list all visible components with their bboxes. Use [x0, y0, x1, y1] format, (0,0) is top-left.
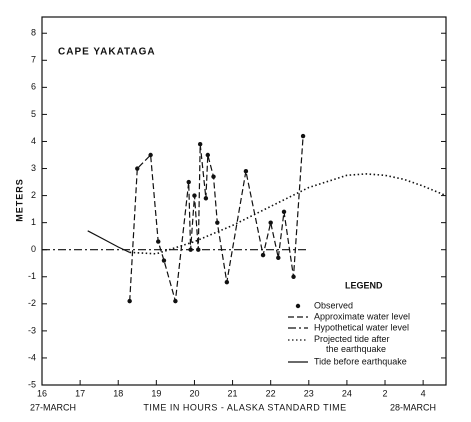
x-tick-label: 2: [383, 388, 388, 398]
legend-label: Hypothetical water level: [314, 322, 409, 332]
observed-point: [268, 220, 273, 225]
y-tick-label: -2: [28, 298, 36, 308]
y-axis-label: METERS: [14, 178, 24, 222]
observed-point: [243, 169, 249, 174]
y-tick-label: 1: [31, 217, 36, 227]
series-line: [129, 173, 447, 255]
x-tick-label: 4: [421, 388, 426, 398]
legend-marker: [295, 303, 301, 309]
plot-frame: [41, 16, 447, 386]
series-line: [87, 230, 130, 253]
legend-label: Tide before earthquake: [314, 356, 407, 366]
observed-point: [161, 258, 167, 263]
x-tick-label: 19: [151, 388, 161, 398]
y-tick-label: 0: [31, 244, 36, 254]
legend-label: Projected tide after the earthquake: [314, 334, 390, 354]
y-tick-label: 4: [31, 136, 36, 146]
y-tick-label: 3: [31, 163, 36, 173]
x-tick-label: 17: [75, 388, 85, 398]
x-tick-label: 16: [37, 388, 47, 398]
x-tick-label: 18: [113, 388, 123, 398]
x-tick-label: 24: [342, 388, 352, 398]
y-tick-label: 6: [31, 82, 36, 92]
y-tick-label: -5: [28, 379, 36, 389]
observed-point: [300, 133, 306, 139]
observed-point: [127, 298, 132, 304]
y-tick-label: -3: [28, 325, 36, 335]
x-tick-label: 23: [304, 388, 314, 398]
date-left: 27-MARCH: [30, 402, 76, 412]
observed-point: [197, 141, 203, 147]
observed-point: [135, 166, 140, 171]
legend-label: Approximate water level: [314, 311, 410, 321]
legend-label-line: Projected tide after: [314, 334, 390, 344]
series-line: [129, 136, 304, 302]
y-tick-label: -4: [28, 352, 36, 362]
y-tick-label: 8: [31, 28, 36, 38]
y-tick-label: 2: [31, 190, 36, 200]
x-axis-label: TIME IN HOURS - ALASKA STANDARD TIME: [143, 402, 346, 412]
legend-label: Observed: [314, 300, 353, 310]
date-right: 28-MARCH: [390, 402, 436, 412]
x-tick-label: 21: [228, 388, 238, 398]
y-tick-label: 5: [31, 109, 36, 119]
observed-point: [276, 255, 281, 261]
observed-point: [148, 152, 153, 158]
x-tick-label: 22: [266, 388, 276, 398]
legend-label-line: the earthquake: [326, 344, 386, 354]
observed-point: [186, 179, 191, 185]
y-tick-label: -1: [28, 271, 36, 281]
observed-point: [205, 152, 210, 158]
y-tick-label: 7: [31, 55, 36, 65]
x-tick-label: 20: [189, 388, 199, 398]
legend-title: LEGEND: [345, 280, 383, 290]
chart-title: CAPE YAKATAGA: [58, 47, 156, 58]
